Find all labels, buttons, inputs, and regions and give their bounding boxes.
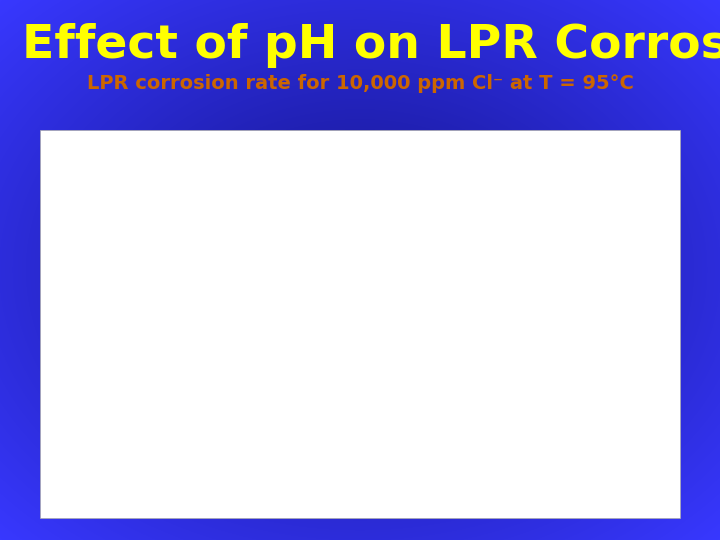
Text: Effect of pH on LPR Corrosion Rate: Effect of pH on LPR Corrosion Rate	[22, 23, 720, 69]
Text: LPR corrosion rate for 10,000 ppm Cl⁻ at T = 95°C: LPR corrosion rate for 10,000 ppm Cl⁻ at…	[86, 74, 634, 93]
Bar	[40, 130, 680, 518]
